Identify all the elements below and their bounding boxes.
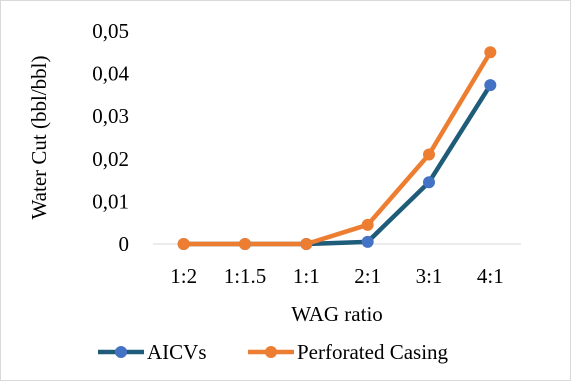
legend: AICVs Perforated Casing	[98, 340, 449, 364]
data-point	[177, 238, 190, 250]
y-tick-label: 0,04	[92, 62, 129, 86]
legend-item: Perforated Casing	[248, 340, 449, 364]
data-point	[361, 235, 374, 248]
y-tick-label: 0,02	[92, 147, 129, 171]
data-point	[239, 238, 251, 250]
legend-label: Perforated Casing	[297, 340, 449, 364]
legend-item: AICVs	[98, 340, 207, 364]
series-line-1	[181, 50, 493, 247]
series-line-0	[181, 82, 493, 247]
y-tick-labels: 0 0,01 0,02 0,03 0,04 0,05	[92, 19, 129, 256]
y-axis-title: Water Cut (bbl/bbl)	[27, 56, 51, 220]
series-lines	[181, 50, 493, 247]
data-point	[300, 238, 313, 250]
legend-swatch-marker	[265, 346, 277, 358]
data-point	[484, 46, 497, 59]
legend-label: AICVs	[147, 340, 207, 364]
x-tick-label: 1:2	[170, 264, 197, 288]
x-tick-labels: 1:2 1:1.5 1:1 2:1 3:1 4:1	[170, 264, 504, 288]
y-tick-label: 0	[119, 232, 130, 256]
x-tick-label: 3:1	[416, 264, 443, 288]
data-point	[423, 148, 435, 161]
y-tick-label: 0,05	[92, 19, 129, 43]
x-axis-title: WAG ratio	[291, 302, 383, 326]
x-tick-label: 1:1.5	[224, 264, 267, 288]
series-markers	[177, 46, 497, 250]
x-tick-label: 1:1	[293, 264, 320, 288]
data-point	[423, 176, 435, 189]
y-tick-label: 0,01	[92, 189, 129, 213]
x-tick-label: 2:1	[354, 264, 381, 288]
data-point	[361, 218, 374, 231]
x-tick-label: 4:1	[477, 264, 504, 288]
legend-swatch-marker	[115, 346, 127, 358]
y-tick-label: 0,03	[92, 104, 129, 128]
data-point	[484, 79, 497, 92]
